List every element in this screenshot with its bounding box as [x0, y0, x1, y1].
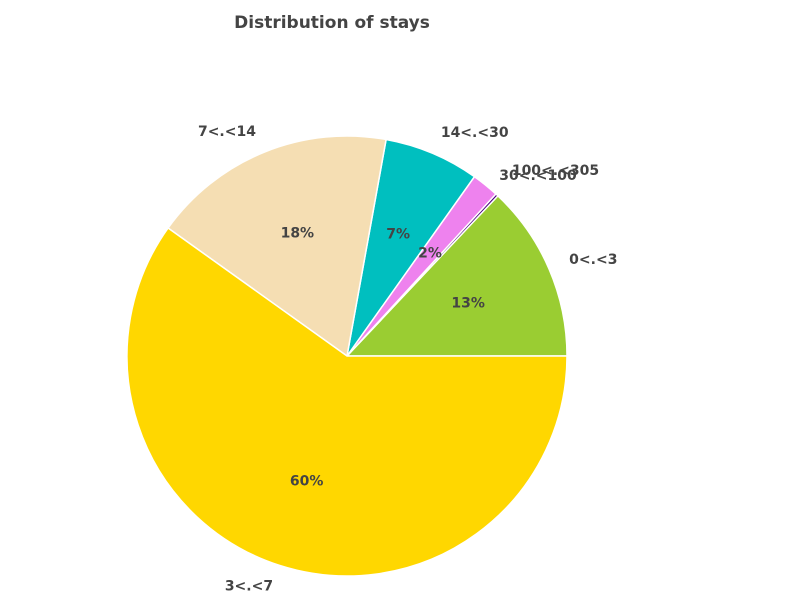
slice-label-7-14: 7<.<14 — [198, 124, 256, 140]
slice-label-3-7: 3<.<7 — [225, 578, 273, 594]
slice-label-14-30: 14<.<30 — [441, 125, 509, 141]
pie-slice-3-7 — [126, 227, 568, 577]
pct-label-14-30: 7% — [386, 226, 410, 242]
slice-label-100-305: 100<.<305 — [512, 163, 599, 179]
pie-slice-7-14 — [167, 135, 387, 357]
slice-label-30-100: 30<.<100 — [499, 168, 577, 184]
pie-slice-0-3 — [346, 195, 568, 357]
pct-label-7-14: 18% — [281, 226, 315, 242]
pct-label-30-100: 2% — [418, 245, 442, 261]
pct-label-0-3: 13% — [451, 296, 485, 312]
pct-label-3-7: 60% — [290, 474, 324, 490]
slice-label-0-3: 0<.<3 — [569, 252, 617, 268]
chart-title: Distribution of stays — [234, 13, 430, 33]
pie-slices — [126, 135, 568, 577]
